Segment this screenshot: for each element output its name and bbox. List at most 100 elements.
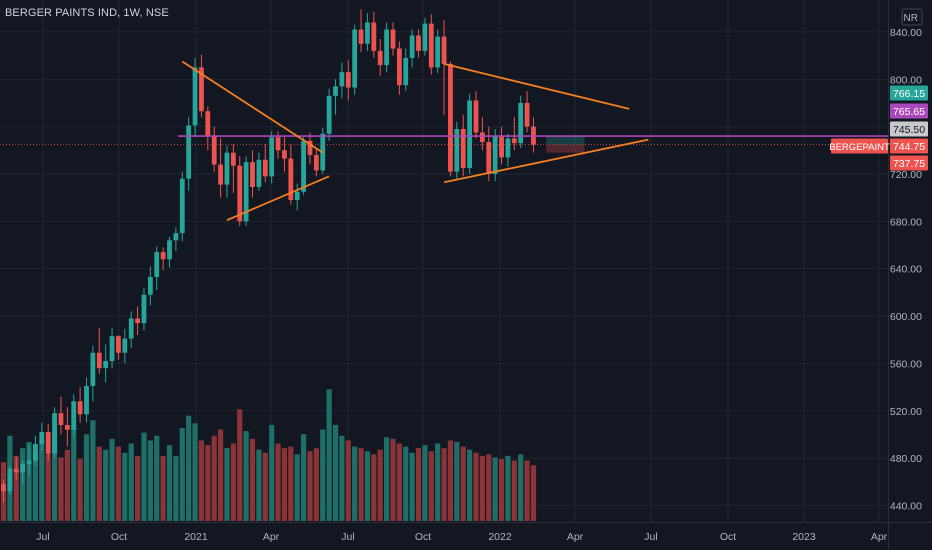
candle-body	[396, 48, 402, 86]
trendline	[443, 138, 649, 184]
volume-bar	[109, 438, 115, 521]
volume-bar	[524, 460, 530, 521]
volume-bar	[45, 452, 51, 521]
time-tick-label: Jul	[644, 531, 657, 543]
price-tick-label: 640.00	[890, 264, 922, 276]
price-label-box	[890, 121, 928, 137]
volume-bar	[211, 435, 217, 521]
candle-body	[13, 468, 19, 473]
price-tick-label: 520.00	[890, 406, 922, 418]
candle-body	[345, 72, 351, 88]
candle-body	[269, 137, 275, 177]
candle-body	[262, 159, 268, 177]
volume-bar	[467, 449, 473, 521]
time-tick-label: Apr	[263, 531, 280, 543]
volume-bar	[224, 448, 230, 521]
volume-bar	[262, 452, 268, 521]
candle-body	[256, 159, 262, 188]
candle-body	[224, 152, 230, 185]
volume-bar	[122, 452, 128, 521]
volume-bar	[505, 455, 511, 521]
volume-bar	[166, 445, 173, 521]
price-axis[interactable]: 440.00 480.00 520.00 560.00 600.00 640.00 680.…	[888, 0, 923, 550]
candle-body	[109, 336, 115, 362]
price-tick-label: 680.00	[890, 216, 922, 228]
volume-bar	[332, 424, 339, 521]
candle-body	[147, 276, 153, 295]
price-tick-label: 600.00	[890, 311, 922, 323]
time-tick-label: Apr	[567, 531, 584, 543]
price-label-value: 744.75	[893, 141, 925, 153]
volume-bar	[256, 449, 262, 521]
trendline	[443, 62, 630, 110]
volume-bar	[294, 454, 300, 521]
volume-bar	[441, 448, 447, 521]
candle-body	[186, 125, 192, 179]
volume-bar	[422, 445, 428, 521]
candle-body	[339, 72, 345, 87]
volume-bar	[128, 443, 134, 521]
candle-body	[390, 29, 396, 49]
time-tick-label: Apr	[871, 531, 888, 543]
volume-bar	[486, 454, 492, 521]
candle-body	[416, 35, 421, 51]
candle-body	[45, 432, 51, 454]
candle-body	[250, 162, 255, 188]
candle-body	[128, 318, 134, 339]
candle-body	[365, 22, 370, 44]
candle-body	[479, 132, 485, 143]
long-position-box[interactable]	[546, 136, 585, 153]
time-tick-label: 2023	[792, 531, 816, 543]
candle-body	[71, 401, 77, 430]
candle-body	[96, 352, 102, 369]
volume-bar	[511, 460, 517, 521]
volume-bar	[134, 455, 141, 521]
volume-bar	[96, 446, 102, 521]
time-axis[interactable]: Jul Oct 2021 Apr Jul Oct 2022 Apr Jul Oct 2023 Apr	[0, 522, 932, 544]
volume-bar	[160, 455, 166, 521]
candle-body	[20, 464, 26, 473]
candle-body	[524, 102, 530, 127]
price-label-value: 765.65	[893, 106, 925, 118]
volume-bar	[409, 452, 415, 521]
volume-bar	[498, 459, 505, 521]
volume-bar	[249, 438, 256, 521]
chart-title: BERGER PAINTS IND, 1W, NSE	[5, 7, 169, 19]
volume-bar	[377, 449, 383, 521]
volume-bar	[205, 445, 211, 521]
volume-bar	[192, 423, 198, 521]
candle-body	[275, 137, 281, 151]
candle-body	[301, 140, 306, 192]
candle-body	[218, 164, 223, 185]
candle-body	[518, 102, 524, 144]
price-tick-label: 840.00	[890, 27, 922, 39]
volume-bar	[288, 446, 294, 521]
volume-bar	[352, 446, 358, 521]
volume-bar	[26, 441, 32, 521]
volume-bar	[115, 446, 122, 521]
volume-bars	[0, 389, 537, 521]
candle-body	[313, 155, 319, 171]
drawing-lines[interactable]	[0, 60, 888, 221]
volume-bar	[77, 459, 83, 521]
volume-bar	[307, 451, 313, 521]
volume-bar	[243, 431, 249, 521]
volume-bar	[518, 454, 524, 521]
candle-body	[454, 128, 460, 172]
candle-body	[199, 67, 204, 112]
volume-bar	[58, 457, 64, 521]
volume-bar	[492, 457, 498, 521]
price-label-box	[890, 138, 928, 154]
volume-bar	[173, 455, 179, 521]
candle-body	[179, 178, 185, 234]
price-label-value: 766.15	[893, 88, 925, 100]
price-label-value: 745.50	[893, 124, 925, 136]
candle-body	[409, 35, 415, 58]
candle-body	[173, 233, 179, 241]
candle-body	[122, 338, 128, 353]
candle-body	[326, 95, 332, 134]
volume-bar	[39, 440, 45, 521]
price-tick-label: 480.00	[890, 453, 922, 465]
